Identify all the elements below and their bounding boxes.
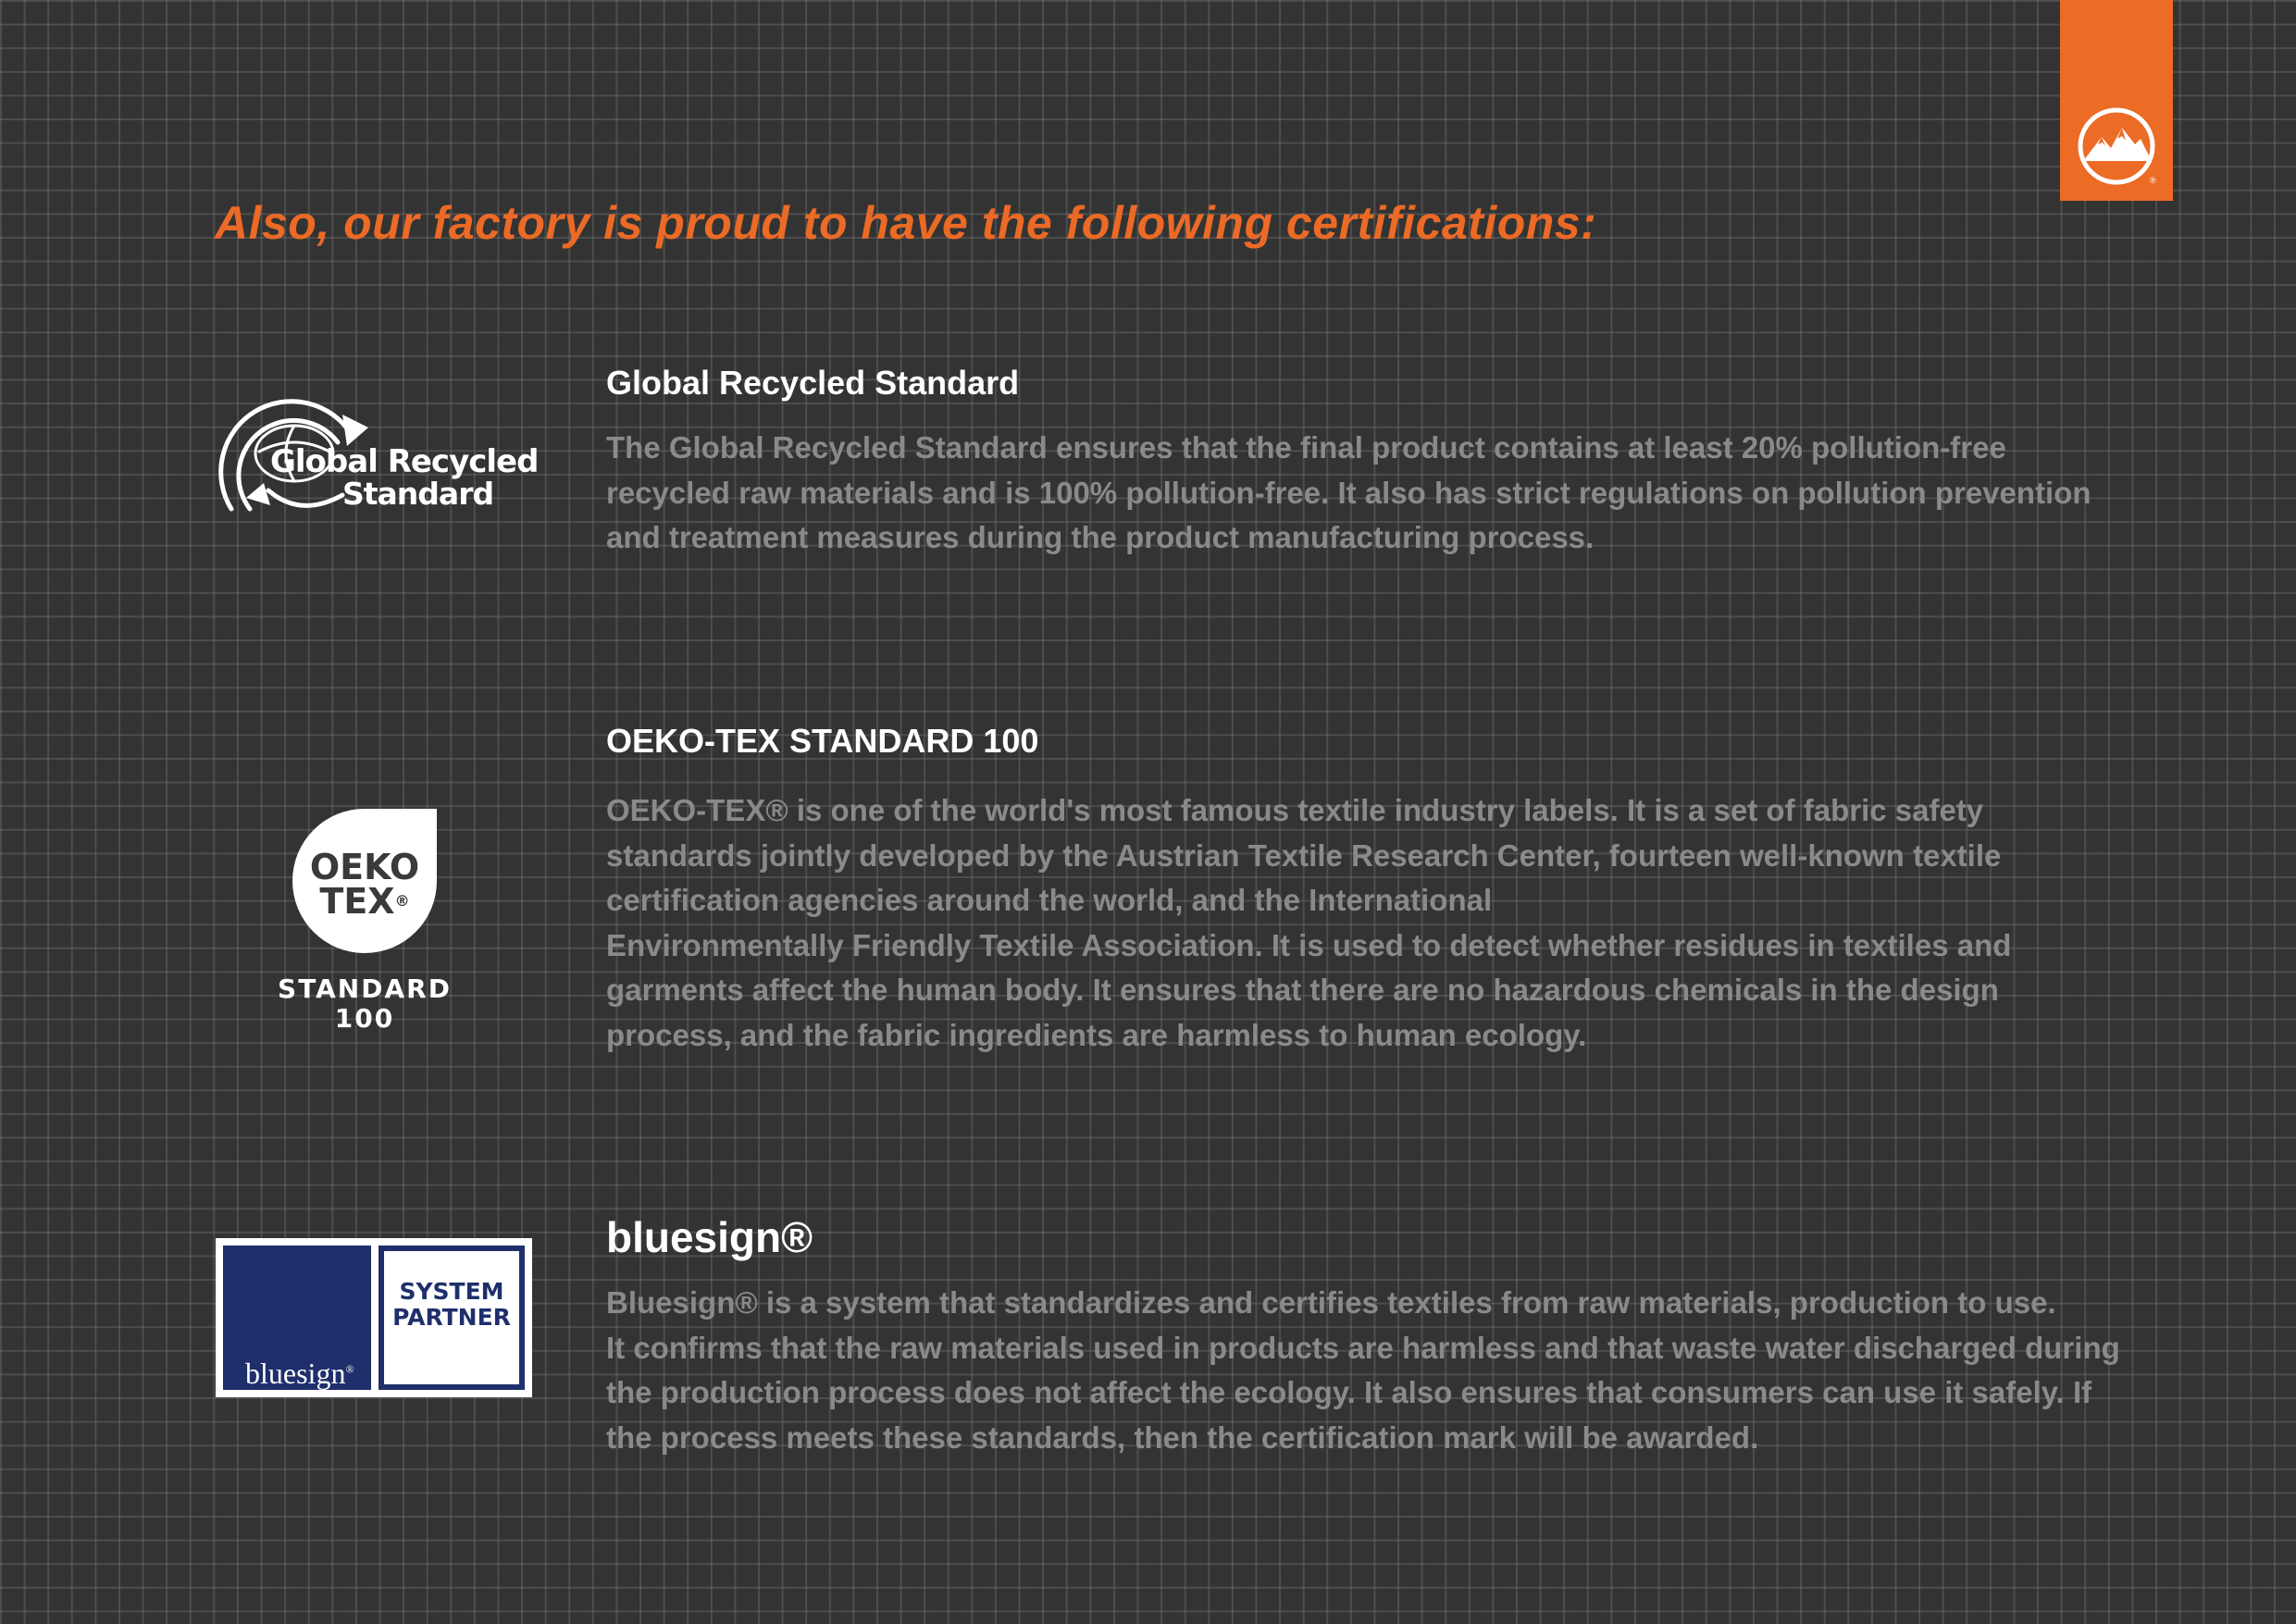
system-partner-panel: SYSTEM PARTNER [379,1246,525,1390]
oeko-logo-standard: STANDARD [278,973,452,1004]
oeko-tex-logo: OEKO TEX® [292,809,437,953]
grs-title: Global Recycled Standard [606,364,1020,402]
brand-tab: ® [2060,0,2173,201]
svg-text:®: ® [2150,176,2156,185]
bluesign-desc-line: Bluesign® is a system that standardizes … [606,1285,2056,1320]
bluesign-desc-line: the process meets these standards, then … [606,1419,1759,1455]
oeko-logo-tex: TEX [319,881,395,922]
system-partner-line2: PARTNER [392,1304,511,1331]
grs-logo: Global Recycled Standard [213,379,539,518]
recycle-globe-icon [218,399,368,512]
page-headline: Also, our factory is proud to have the f… [215,197,1597,249]
bluesign-title: bluesign® [606,1213,813,1261]
grs-description: The Global Recycled Standard ensures tha… [606,426,2179,561]
bluesign-desc-line: It confirms that the raw materials used … [606,1330,2120,1365]
oeko-desc-line: process, and the fabric ingredients are … [606,1017,1587,1052]
bluesign-logo-word: bluesign® [245,1357,354,1390]
grs-desc-line: recycled raw materials and is 100% pollu… [606,475,2091,510]
grs-logo-line1: Global Recycled [270,443,539,480]
bluesign-logo: bluesign® SYSTEM PARTNER [216,1238,532,1397]
mountain-logo-icon: ® [2078,107,2156,185]
grs-logo-line2: Standard [342,476,494,512]
oeko-desc-line: standards jointly developed by the Austr… [606,837,2002,873]
grs-desc-line: The Global Recycled Standard ensures tha… [606,430,2006,465]
oeko-desc-line: Environmentally Friendly Textile Associa… [606,927,2012,962]
oeko-tex-description: OEKO-TEX® is one of the world's most fam… [606,788,2179,1058]
oeko-desc-line: garments affect the human body. It ensur… [606,973,1999,1007]
bluesign-desc-line: the production process does not affect t… [606,1375,2092,1409]
oeko-logo-word1: OEKO [309,847,420,887]
oeko-logo-word2: TEX® [292,884,437,919]
oeko-desc-line: OEKO-TEX® is one of the world's most fam… [606,793,1984,827]
bluesign-logo-panel: bluesign® [223,1246,371,1390]
system-partner-line1: SYSTEM [399,1278,504,1305]
bluesign-description: Bluesign® is a system that standardizes … [606,1281,2179,1460]
oeko-desc-line: certification agencies around the world,… [606,883,1493,917]
grs-desc-line: and treatment measures during the produc… [606,520,1595,554]
oeko-tex-title: OEKO-TEX STANDARD 100 [606,722,1039,760]
oeko-logo-number: 100 [334,1003,395,1034]
oeko-logo-reg: ® [394,892,410,910]
